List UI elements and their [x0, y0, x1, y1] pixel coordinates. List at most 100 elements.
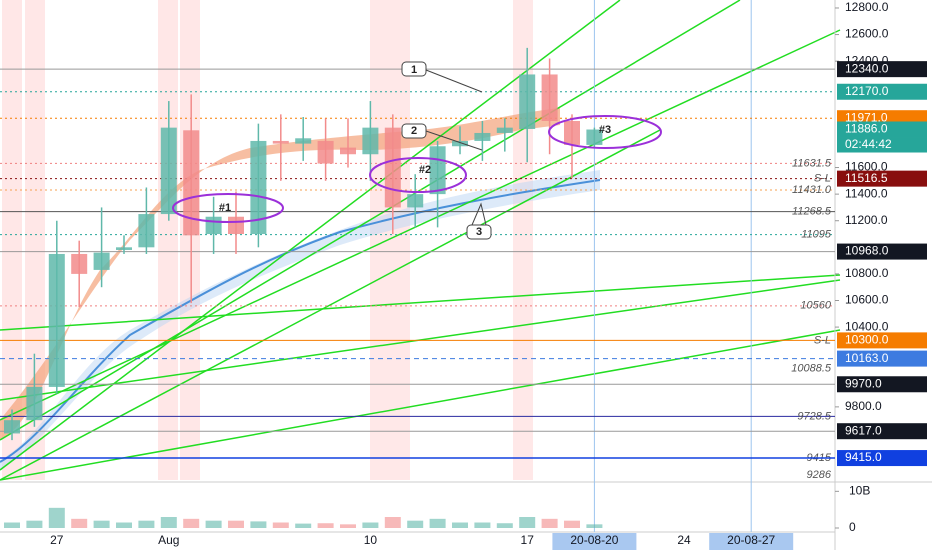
volume-bar — [519, 517, 536, 528]
price-badge-label: 11971.0 — [845, 110, 888, 124]
volume-bar — [93, 520, 110, 528]
volume-bar — [48, 507, 65, 528]
countdown-badge — [837, 137, 927, 153]
candle-body — [317, 140, 334, 164]
x-badge — [552, 533, 637, 550]
volume-bar — [183, 518, 200, 528]
price-badge — [837, 350, 927, 367]
annotation: #2 — [419, 164, 431, 176]
volume-bar — [317, 523, 334, 528]
x-tick-label: 20-08-27 — [727, 533, 775, 547]
y-tick-label: 10600.0 — [845, 293, 889, 307]
candle-body — [116, 247, 132, 250]
price-badge-label: 9970.0 — [845, 376, 882, 390]
price-badge — [837, 423, 927, 440]
price-badge — [837, 170, 927, 187]
volume-bar — [564, 520, 580, 528]
level-tag: S-L — [814, 334, 831, 346]
candle-body — [93, 252, 110, 270]
annotation: #1 — [219, 202, 231, 214]
candle-body — [272, 140, 289, 144]
candle-body — [519, 74, 536, 129]
candle-body — [4, 420, 20, 434]
price-badge-label: 9415.0 — [845, 450, 882, 464]
candle-body — [586, 129, 603, 145]
candle-body — [474, 132, 491, 141]
volume-bar — [496, 523, 513, 528]
candle-body — [71, 253, 88, 274]
candle-body — [138, 214, 155, 248]
volume-bar — [138, 520, 155, 528]
annotation: #3 — [599, 124, 611, 136]
price-badge-label: 10300.0 — [845, 333, 889, 347]
candle-body — [564, 120, 580, 145]
x-tick-label: 10 — [364, 533, 378, 547]
y-tick-label: 10800.0 — [845, 266, 889, 280]
y-tick-label: 9800.0 — [845, 399, 882, 413]
candle-body — [452, 140, 468, 147]
annotation: 1 — [411, 64, 417, 76]
volume-bar — [205, 520, 222, 528]
candle-body — [362, 127, 379, 155]
volume-bar — [541, 518, 558, 528]
candle-body — [295, 138, 312, 144]
candle-body — [48, 253, 65, 387]
volume-bar — [71, 518, 88, 528]
candle-body — [340, 147, 356, 155]
volume-bar — [474, 522, 491, 528]
volume-bar — [4, 522, 20, 528]
y-tick-label: 10400.0 — [845, 319, 889, 333]
level-label: 11268.5 — [792, 206, 832, 218]
price-badge — [837, 376, 927, 393]
volume-bar — [452, 522, 468, 528]
y-tick-label: 12600.0 — [845, 27, 889, 41]
price-badge — [837, 83, 927, 100]
price-badge — [837, 61, 927, 78]
level-label: 10560 — [800, 300, 831, 312]
x-badge — [709, 533, 794, 550]
price-badge-label: 11886.0 — [845, 122, 888, 136]
level-label: 11095 — [801, 229, 832, 241]
candle-body — [250, 140, 267, 235]
volume-bar — [407, 520, 424, 528]
price-badge-label: 12340.0 — [845, 61, 889, 75]
price-badge — [837, 243, 927, 260]
volume-tick-label: 10B — [849, 484, 870, 498]
x-tick-label: 24 — [677, 533, 691, 547]
volume-bar — [384, 517, 401, 528]
level-label: 10088.5 — [791, 362, 832, 374]
y-tick-label: 11600.0 — [845, 160, 888, 174]
price-badge — [837, 450, 927, 467]
level-label: 11431.0 — [792, 184, 832, 196]
candle-body — [160, 127, 177, 215]
candle-body — [228, 216, 244, 235]
candle-body — [407, 194, 424, 208]
volume-bar — [362, 522, 379, 528]
price-badge-label: 10968.0 — [845, 244, 889, 258]
volume-bar — [340, 524, 356, 528]
volume-bar — [586, 524, 603, 528]
candle-body — [205, 216, 222, 235]
price-badge-label: 10163.0 — [845, 351, 889, 365]
volume-tick-label: 0 — [849, 520, 856, 534]
annotation: 3 — [476, 226, 482, 238]
volume-bar — [160, 517, 177, 528]
level-label: 11631.5 — [792, 157, 832, 169]
y-tick-label: 12800.0 — [845, 0, 889, 14]
volume-bar — [429, 518, 446, 528]
level-label: 9728.5 — [797, 410, 832, 422]
price-badge-label: 11516.5 — [845, 171, 888, 185]
candle-body — [496, 127, 513, 133]
candle-body — [429, 146, 446, 195]
volume-bar — [228, 520, 244, 528]
y-tick-label: 11400.0 — [845, 186, 888, 200]
annotations: 1 2 3 #1 #2 #3 — [172, 61, 662, 240]
volume-bar — [272, 522, 289, 528]
level-tag: S-L — [814, 173, 831, 185]
price-badge-label: 9617.0 — [845, 423, 882, 437]
candle-body — [541, 74, 558, 121]
countdown: 02:44:42 — [845, 137, 892, 151]
candle-body — [183, 130, 200, 236]
